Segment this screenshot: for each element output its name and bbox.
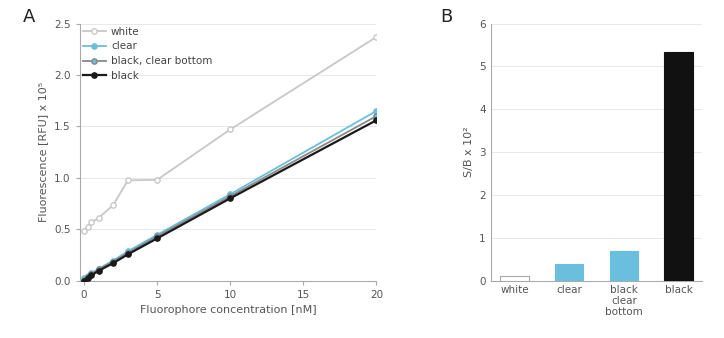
- black: [80, 279, 88, 283]
- black, clear bottom: [226, 194, 235, 198]
- white: [153, 178, 161, 182]
- Line: black, clear bottom: black, clear bottom: [81, 114, 379, 282]
- clear: [94, 267, 103, 271]
- black: [124, 252, 132, 256]
- white: [94, 216, 103, 220]
- Y-axis label: Fluorescence [RFU] x 10⁵: Fluorescence [RFU] x 10⁵: [38, 82, 49, 222]
- Bar: [610, 251, 638, 281]
- clear: [83, 274, 92, 279]
- clear: [124, 249, 132, 253]
- clear: [372, 109, 381, 113]
- clear: [80, 276, 88, 281]
- black, clear bottom: [80, 277, 88, 282]
- X-axis label: Fluorophore concentration [nM]: Fluorophore concentration [nM]: [140, 305, 316, 315]
- black, clear bottom: [83, 275, 92, 279]
- clear: [87, 271, 96, 275]
- Bar: [500, 276, 529, 281]
- Bar: [555, 264, 584, 281]
- black: [372, 118, 381, 122]
- black, clear bottom: [124, 251, 132, 255]
- clear: [226, 192, 235, 196]
- black, clear bottom: [94, 267, 103, 271]
- Line: clear: clear: [81, 108, 379, 281]
- Text: A: A: [23, 8, 35, 26]
- black, clear bottom: [109, 260, 117, 264]
- Legend: white, clear, black, clear bottom, black: white, clear, black, clear bottom, black: [83, 27, 212, 81]
- black: [226, 196, 235, 200]
- white: [83, 224, 92, 228]
- white: [80, 229, 88, 233]
- black: [83, 276, 92, 280]
- Text: B: B: [440, 8, 452, 26]
- Line: black: black: [81, 118, 379, 283]
- black: [153, 236, 161, 240]
- black: [87, 273, 96, 277]
- white: [226, 127, 235, 131]
- Line: white: white: [81, 34, 379, 234]
- clear: [109, 259, 117, 263]
- white: [109, 203, 117, 207]
- white: [372, 35, 381, 39]
- Bar: [664, 52, 693, 281]
- clear: [153, 233, 161, 237]
- black, clear bottom: [87, 272, 96, 276]
- black, clear bottom: [153, 234, 161, 238]
- white: [87, 220, 96, 224]
- black: [109, 261, 117, 265]
- Y-axis label: S/B x 10²: S/B x 10²: [463, 127, 473, 177]
- black: [94, 269, 103, 273]
- black, clear bottom: [372, 114, 381, 118]
- white: [124, 178, 132, 183]
